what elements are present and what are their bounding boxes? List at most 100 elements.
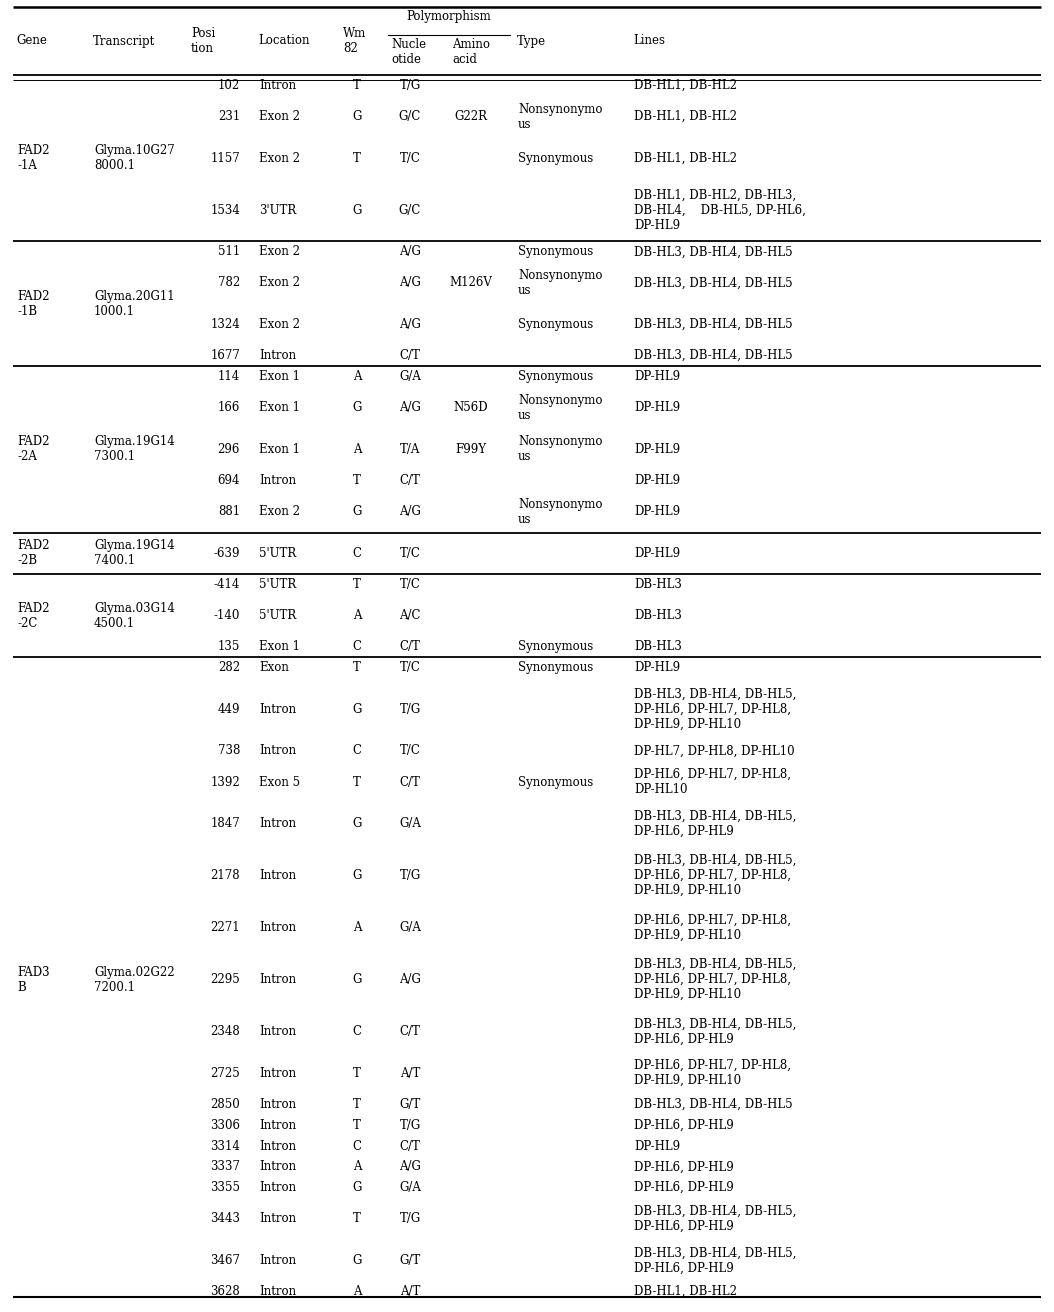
Text: T/G: T/G <box>399 1212 421 1225</box>
Text: C/T: C/T <box>399 1025 421 1038</box>
Text: 231: 231 <box>218 110 240 123</box>
Text: Type: Type <box>518 34 546 47</box>
Text: 1677: 1677 <box>210 349 240 362</box>
Text: G: G <box>352 110 362 123</box>
Text: Intron: Intron <box>259 1119 296 1132</box>
Text: T/G: T/G <box>399 79 421 92</box>
Text: Intron: Intron <box>259 1098 296 1111</box>
Text: A/G: A/G <box>399 245 421 258</box>
Text: Synonymous: Synonymous <box>518 318 593 331</box>
Text: T: T <box>353 152 360 165</box>
Text: 1392: 1392 <box>210 775 240 789</box>
Text: Exon 2: Exon 2 <box>259 505 300 518</box>
Text: 1534: 1534 <box>210 203 240 216</box>
Text: C/T: C/T <box>399 640 421 653</box>
Text: FAD2
-1B: FAD2 -1B <box>17 290 50 318</box>
Text: 3467: 3467 <box>210 1254 240 1267</box>
Text: C/T: C/T <box>399 474 421 487</box>
Text: DB-HL3, DB-HL4, DB-HL5: DB-HL3, DB-HL4, DB-HL5 <box>635 245 793 258</box>
Text: DP-HL9: DP-HL9 <box>635 547 680 560</box>
Text: FAD2
-2C: FAD2 -2C <box>17 602 50 630</box>
Text: G/C: G/C <box>398 110 422 123</box>
Text: C/T: C/T <box>399 1140 421 1152</box>
Text: DP-HL6, DP-HL7, DP-HL8,
DP-HL10: DP-HL6, DP-HL7, DP-HL8, DP-HL10 <box>635 768 790 796</box>
Text: -639: -639 <box>214 547 240 560</box>
Text: Location: Location <box>258 34 310 47</box>
Text: DB-HL3: DB-HL3 <box>635 579 682 590</box>
Text: C/T: C/T <box>399 349 421 362</box>
Text: T: T <box>353 661 360 674</box>
Text: 2271: 2271 <box>211 921 240 934</box>
Text: G: G <box>352 203 362 216</box>
Text: G: G <box>352 401 362 415</box>
Text: 3314: 3314 <box>210 1140 240 1152</box>
Text: Exon 2: Exon 2 <box>259 318 300 331</box>
Text: A: A <box>353 921 362 934</box>
Text: Amino
acid: Amino acid <box>452 38 490 66</box>
Text: DP-HL6, DP-HL9: DP-HL6, DP-HL9 <box>635 1181 734 1194</box>
Text: T: T <box>353 474 360 487</box>
Text: C: C <box>352 1140 362 1152</box>
Text: 2178: 2178 <box>211 869 240 882</box>
Text: T/G: T/G <box>399 703 421 716</box>
Text: Intron: Intron <box>259 921 296 934</box>
Text: T: T <box>353 1119 360 1132</box>
Text: T/A: T/A <box>399 443 421 455</box>
Text: DP-HL6, DP-HL9: DP-HL6, DP-HL9 <box>635 1160 734 1173</box>
Text: 694: 694 <box>217 474 240 487</box>
Text: 3355: 3355 <box>210 1181 240 1194</box>
Text: Synonymous: Synonymous <box>518 775 593 789</box>
Text: A: A <box>353 1160 362 1173</box>
Text: G/T: G/T <box>399 1098 421 1111</box>
Text: -140: -140 <box>214 609 240 622</box>
Text: 5'UTR: 5'UTR <box>259 579 296 590</box>
Text: FAD2
-2B: FAD2 -2B <box>17 539 50 567</box>
Text: Exon 1: Exon 1 <box>259 401 300 415</box>
Text: DP-HL9: DP-HL9 <box>635 505 680 518</box>
Text: DB-HL3, DB-HL4, DB-HL5,
DP-HL6, DP-HL9: DB-HL3, DB-HL4, DB-HL5, DP-HL6, DP-HL9 <box>635 1204 797 1233</box>
Text: Nonsynonymo
us: Nonsynonymo us <box>518 497 603 526</box>
Text: G/T: G/T <box>399 1254 421 1267</box>
Text: G: G <box>352 974 362 987</box>
Text: Transcript: Transcript <box>93 34 155 47</box>
Text: Intron: Intron <box>259 1160 296 1173</box>
Text: 3443: 3443 <box>210 1212 240 1225</box>
Text: Synonymous: Synonymous <box>518 370 593 383</box>
Text: Glyma.03G14
4500.1: Glyma.03G14 4500.1 <box>94 602 175 630</box>
Text: DB-HL3, DB-HL4, DB-HL5,
DP-HL6, DP-HL9: DB-HL3, DB-HL4, DB-HL5, DP-HL6, DP-HL9 <box>635 810 797 837</box>
Text: C: C <box>352 1025 362 1038</box>
Text: A/G: A/G <box>399 505 421 518</box>
Text: DB-HL3, DB-HL4, DB-HL5,
DP-HL6, DP-HL7, DP-HL8,
DP-HL9, DP-HL10: DB-HL3, DB-HL4, DB-HL5, DP-HL6, DP-HL7, … <box>635 854 797 897</box>
Text: DP-HL6, DP-HL9: DP-HL6, DP-HL9 <box>635 1119 734 1132</box>
Text: A/G: A/G <box>399 318 421 331</box>
Text: A/G: A/G <box>399 401 421 415</box>
Text: Exon 5: Exon 5 <box>259 775 300 789</box>
Text: T: T <box>353 775 360 789</box>
Text: T: T <box>353 79 360 92</box>
Text: A/T: A/T <box>399 1067 421 1080</box>
Text: DB-HL3, DB-HL4, DB-HL5,
DP-HL6, DP-HL9: DB-HL3, DB-HL4, DB-HL5, DP-HL6, DP-HL9 <box>635 1246 797 1274</box>
Text: Intron: Intron <box>259 1025 296 1038</box>
Text: Exon 2: Exon 2 <box>259 245 300 258</box>
Text: G/A: G/A <box>399 921 421 934</box>
Text: FAD2
-2A: FAD2 -2A <box>17 436 50 463</box>
Text: T/C: T/C <box>399 744 421 757</box>
Text: T/C: T/C <box>399 579 421 590</box>
Text: Synonymous: Synonymous <box>518 152 593 165</box>
Text: C/T: C/T <box>399 775 421 789</box>
Text: T: T <box>353 1067 360 1080</box>
Text: G: G <box>352 869 362 882</box>
Text: Glyma.10G27
8000.1: Glyma.10G27 8000.1 <box>94 144 175 172</box>
Text: Exon 2: Exon 2 <box>259 110 300 123</box>
Text: 881: 881 <box>218 505 240 518</box>
Text: 782: 782 <box>218 277 240 290</box>
Text: T/C: T/C <box>399 152 421 165</box>
Text: C: C <box>352 744 362 757</box>
Text: DP-HL9: DP-HL9 <box>635 370 680 383</box>
Text: Intron: Intron <box>259 869 296 882</box>
Text: DB-HL3, DB-HL4, DB-HL5,
DP-HL6, DP-HL7, DP-HL8,
DP-HL9, DP-HL10: DB-HL3, DB-HL4, DB-HL5, DP-HL6, DP-HL7, … <box>635 958 797 1001</box>
Text: Intron: Intron <box>259 703 296 716</box>
Text: Nucle
otide: Nucle otide <box>391 38 426 66</box>
Text: 1157: 1157 <box>210 152 240 165</box>
Text: Wm
82: Wm 82 <box>343 28 366 55</box>
